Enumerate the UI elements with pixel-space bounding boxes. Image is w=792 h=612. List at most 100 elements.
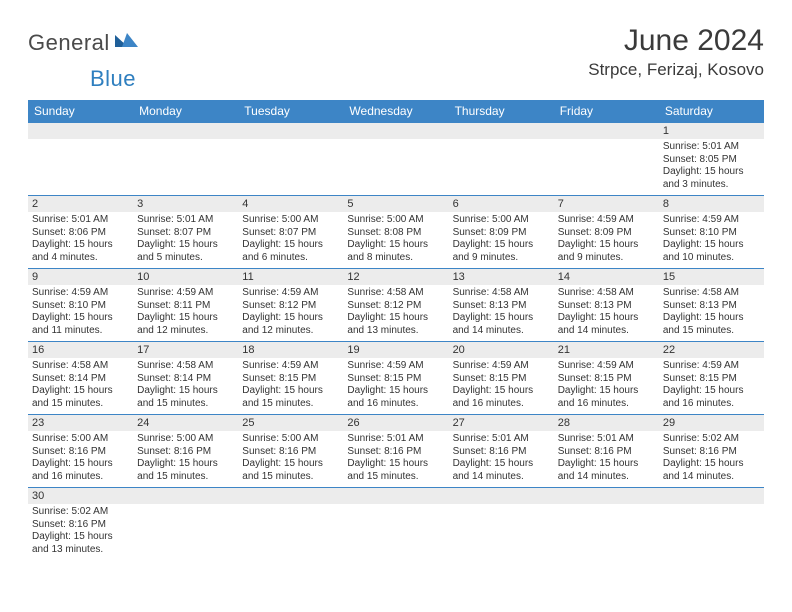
sunset-line: Sunset: 8:13 PM bbox=[558, 300, 655, 313]
daylight-line: Daylight: 15 hours and 14 minutes. bbox=[453, 312, 550, 337]
calendar-cell bbox=[343, 488, 448, 561]
day-details bbox=[133, 139, 238, 145]
daylight-line: Daylight: 15 hours and 9 minutes. bbox=[453, 239, 550, 264]
calendar-cell: 16Sunrise: 4:58 AMSunset: 8:14 PMDayligh… bbox=[28, 342, 133, 415]
sunset-line: Sunset: 8:15 PM bbox=[453, 373, 550, 386]
day-details: Sunrise: 5:01 AMSunset: 8:16 PMDaylight:… bbox=[343, 431, 448, 487]
weekday-header: Friday bbox=[554, 100, 659, 123]
sunrise-line: Sunrise: 4:59 AM bbox=[137, 287, 234, 300]
day-number: 21 bbox=[554, 342, 659, 358]
daylight-line: Daylight: 15 hours and 5 minutes. bbox=[137, 239, 234, 264]
calendar-cell bbox=[133, 123, 238, 196]
day-number bbox=[28, 123, 133, 139]
sunset-line: Sunset: 8:08 PM bbox=[347, 227, 444, 240]
day-details: Sunrise: 5:01 AMSunset: 8:06 PMDaylight:… bbox=[28, 212, 133, 268]
sunrise-line: Sunrise: 4:58 AM bbox=[32, 360, 129, 373]
day-number: 14 bbox=[554, 269, 659, 285]
calendar-cell bbox=[238, 123, 343, 196]
weekday-header: Saturday bbox=[659, 100, 764, 123]
calendar-cell: 23Sunrise: 5:00 AMSunset: 8:16 PMDayligh… bbox=[28, 415, 133, 488]
day-details: Sunrise: 4:58 AMSunset: 8:13 PMDaylight:… bbox=[449, 285, 554, 341]
calendar-cell: 18Sunrise: 4:59 AMSunset: 8:15 PMDayligh… bbox=[238, 342, 343, 415]
daylight-line: Daylight: 15 hours and 10 minutes. bbox=[663, 239, 760, 264]
sunset-line: Sunset: 8:16 PM bbox=[32, 446, 129, 459]
calendar-cell bbox=[343, 123, 448, 196]
calendar-cell: 2Sunrise: 5:01 AMSunset: 8:06 PMDaylight… bbox=[28, 196, 133, 269]
sunrise-line: Sunrise: 5:02 AM bbox=[663, 433, 760, 446]
day-number bbox=[343, 123, 448, 139]
sunset-line: Sunset: 8:09 PM bbox=[558, 227, 655, 240]
sunrise-line: Sunrise: 5:02 AM bbox=[32, 506, 129, 519]
day-details: Sunrise: 5:02 AMSunset: 8:16 PMDaylight:… bbox=[659, 431, 764, 487]
calendar-cell bbox=[659, 488, 764, 561]
day-details: Sunrise: 4:59 AMSunset: 8:09 PMDaylight:… bbox=[554, 212, 659, 268]
day-number: 9 bbox=[28, 269, 133, 285]
calendar-cell: 17Sunrise: 4:58 AMSunset: 8:14 PMDayligh… bbox=[133, 342, 238, 415]
sunrise-line: Sunrise: 4:59 AM bbox=[242, 287, 339, 300]
sunrise-line: Sunrise: 5:01 AM bbox=[347, 433, 444, 446]
calendar-week-row: 30Sunrise: 5:02 AMSunset: 8:16 PMDayligh… bbox=[28, 488, 764, 561]
calendar-cell: 25Sunrise: 5:00 AMSunset: 8:16 PMDayligh… bbox=[238, 415, 343, 488]
day-details bbox=[449, 504, 554, 510]
sunrise-line: Sunrise: 5:00 AM bbox=[347, 214, 444, 227]
sunrise-line: Sunrise: 4:58 AM bbox=[663, 287, 760, 300]
day-details: Sunrise: 4:59 AMSunset: 8:11 PMDaylight:… bbox=[133, 285, 238, 341]
calendar-cell bbox=[238, 488, 343, 561]
calendar-cell bbox=[449, 123, 554, 196]
day-number: 19 bbox=[343, 342, 448, 358]
day-number: 6 bbox=[449, 196, 554, 212]
day-number: 16 bbox=[28, 342, 133, 358]
calendar-cell: 8Sunrise: 4:59 AMSunset: 8:10 PMDaylight… bbox=[659, 196, 764, 269]
weekday-header: Wednesday bbox=[343, 100, 448, 123]
day-number: 22 bbox=[659, 342, 764, 358]
day-number bbox=[554, 123, 659, 139]
daylight-line: Daylight: 15 hours and 14 minutes. bbox=[558, 458, 655, 483]
logo: General bbox=[28, 30, 144, 56]
day-details bbox=[238, 504, 343, 510]
day-number: 12 bbox=[343, 269, 448, 285]
calendar-cell bbox=[554, 488, 659, 561]
day-number bbox=[133, 123, 238, 139]
day-number: 4 bbox=[238, 196, 343, 212]
day-details: Sunrise: 5:00 AMSunset: 8:07 PMDaylight:… bbox=[238, 212, 343, 268]
sunrise-line: Sunrise: 5:01 AM bbox=[453, 433, 550, 446]
daylight-line: Daylight: 15 hours and 15 minutes. bbox=[663, 312, 760, 337]
sunset-line: Sunset: 8:16 PM bbox=[453, 446, 550, 459]
location: Strpce, Ferizaj, Kosovo bbox=[588, 60, 764, 80]
day-details: Sunrise: 4:58 AMSunset: 8:12 PMDaylight:… bbox=[343, 285, 448, 341]
day-details: Sunrise: 5:00 AMSunset: 8:09 PMDaylight:… bbox=[449, 212, 554, 268]
day-number: 7 bbox=[554, 196, 659, 212]
day-number bbox=[659, 488, 764, 504]
sunset-line: Sunset: 8:15 PM bbox=[347, 373, 444, 386]
sunset-line: Sunset: 8:12 PM bbox=[242, 300, 339, 313]
day-number: 10 bbox=[133, 269, 238, 285]
daylight-line: Daylight: 15 hours and 8 minutes. bbox=[347, 239, 444, 264]
daylight-line: Daylight: 15 hours and 12 minutes. bbox=[242, 312, 339, 337]
weekday-header: Thursday bbox=[449, 100, 554, 123]
daylight-line: Daylight: 15 hours and 6 minutes. bbox=[242, 239, 339, 264]
daylight-line: Daylight: 15 hours and 9 minutes. bbox=[558, 239, 655, 264]
day-details bbox=[238, 139, 343, 145]
calendar-cell: 3Sunrise: 5:01 AMSunset: 8:07 PMDaylight… bbox=[133, 196, 238, 269]
day-number: 13 bbox=[449, 269, 554, 285]
daylight-line: Daylight: 15 hours and 3 minutes. bbox=[663, 166, 760, 191]
calendar-cell: 27Sunrise: 5:01 AMSunset: 8:16 PMDayligh… bbox=[449, 415, 554, 488]
day-number: 30 bbox=[28, 488, 133, 504]
calendar-cell: 28Sunrise: 5:01 AMSunset: 8:16 PMDayligh… bbox=[554, 415, 659, 488]
sunrise-line: Sunrise: 4:59 AM bbox=[453, 360, 550, 373]
day-number: 3 bbox=[133, 196, 238, 212]
day-number: 29 bbox=[659, 415, 764, 431]
calendar-cell: 14Sunrise: 4:58 AMSunset: 8:13 PMDayligh… bbox=[554, 269, 659, 342]
day-details: Sunrise: 5:02 AMSunset: 8:16 PMDaylight:… bbox=[28, 504, 133, 560]
day-number: 24 bbox=[133, 415, 238, 431]
sunset-line: Sunset: 8:15 PM bbox=[663, 373, 760, 386]
daylight-line: Daylight: 15 hours and 4 minutes. bbox=[32, 239, 129, 264]
day-number: 8 bbox=[659, 196, 764, 212]
calendar-cell: 5Sunrise: 5:00 AMSunset: 8:08 PMDaylight… bbox=[343, 196, 448, 269]
day-number: 20 bbox=[449, 342, 554, 358]
sunrise-line: Sunrise: 4:58 AM bbox=[347, 287, 444, 300]
day-details: Sunrise: 4:58 AMSunset: 8:14 PMDaylight:… bbox=[133, 358, 238, 414]
day-number: 18 bbox=[238, 342, 343, 358]
calendar-week-row: 2Sunrise: 5:01 AMSunset: 8:06 PMDaylight… bbox=[28, 196, 764, 269]
calendar-cell: 1Sunrise: 5:01 AMSunset: 8:05 PMDaylight… bbox=[659, 123, 764, 196]
